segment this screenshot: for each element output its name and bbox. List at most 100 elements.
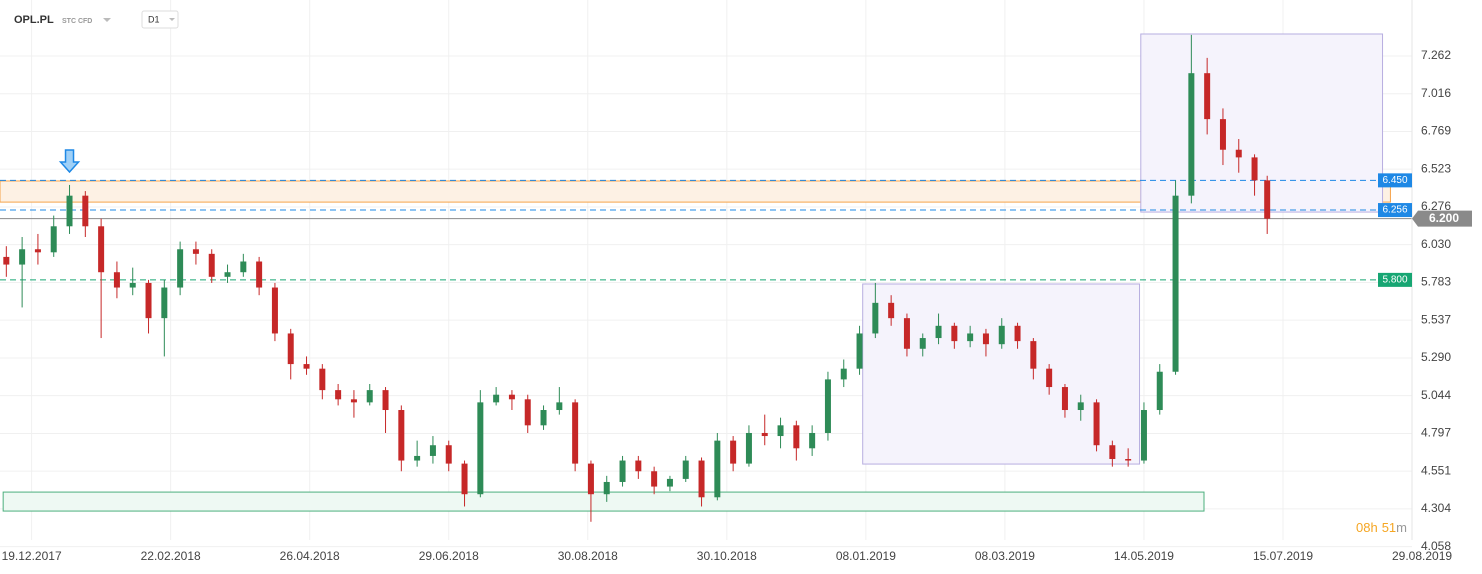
y-tick-label: 4.304 [1421, 501, 1451, 515]
candle-body [556, 402, 563, 411]
last-price-label: 6.200 [1429, 211, 1459, 225]
candle-body [824, 379, 831, 433]
candle-body [1046, 368, 1053, 388]
candle-body [382, 390, 389, 411]
candle-body [335, 390, 342, 400]
candle-body [19, 249, 26, 265]
x-tick-label: 30.08.2018 [558, 549, 618, 563]
candle-body [745, 432, 752, 464]
candle-body [508, 394, 515, 400]
zone [862, 283, 1141, 465]
candle-body [793, 425, 800, 449]
y-tick-label: 4.551 [1421, 463, 1451, 477]
candle-body [1077, 402, 1084, 411]
candle-body [998, 325, 1005, 345]
x-tick-label: 15.07.2019 [1253, 549, 1313, 563]
candle-body [651, 471, 658, 487]
candle-body [1188, 73, 1195, 196]
candle-body [129, 282, 136, 288]
candle-body [856, 333, 863, 369]
candle-body [366, 390, 373, 403]
y-tick-label: 5.783 [1421, 275, 1451, 289]
candle-body [540, 410, 547, 426]
x-tick-label: 08.01.2019 [836, 549, 896, 563]
candle-body [524, 399, 531, 426]
x-tick-label: 22.02.2018 [141, 549, 201, 563]
y-tick-label: 6.030 [1421, 237, 1451, 251]
x-tick-label: 26.04.2018 [280, 549, 340, 563]
candle-body [256, 261, 263, 288]
countdown-hours: 08 [1356, 520, 1370, 535]
candle-body [1030, 341, 1037, 369]
zone [1140, 33, 1384, 213]
countdown: 08h 51m [1356, 520, 1407, 535]
candle-body [445, 445, 452, 464]
candle-body [1125, 459, 1132, 461]
candle-body [177, 249, 184, 288]
candle-body [587, 463, 594, 495]
candle-body [572, 402, 579, 464]
level-label: 5.800 [1382, 275, 1407, 286]
x-tick-label: 19.12.2017 [2, 549, 62, 563]
candle-body [208, 253, 215, 277]
candle-body [967, 333, 974, 342]
interval-box[interactable] [141, 10, 179, 29]
candle-body [1140, 410, 1147, 461]
candle-body [1061, 387, 1068, 411]
signal-arrow [58, 149, 81, 174]
dropdown-caret[interactable] [103, 18, 111, 22]
candle-body [1172, 195, 1179, 372]
candle-body [982, 333, 989, 345]
x-tick-label: 14.05.2019 [1114, 549, 1174, 563]
candle-body [951, 325, 958, 342]
y-tick-label: 6.523 [1421, 161, 1451, 175]
interval-caret [169, 18, 175, 21]
y-tick-label: 5.290 [1421, 350, 1451, 364]
y-tick-label: 5.044 [1421, 388, 1451, 402]
candle-body [161, 287, 168, 319]
candle-body [113, 272, 120, 288]
candle-body [1219, 119, 1226, 150]
level-label: 6.450 [1382, 175, 1407, 186]
candle-body [903, 318, 910, 349]
interval[interactable]: D1 [148, 14, 160, 24]
candle-body [1204, 73, 1211, 120]
candle-body [619, 460, 626, 482]
symbol: OPL.PL [14, 14, 54, 26]
x-tick-label: 08.03.2019 [975, 549, 1035, 563]
candle-body [224, 272, 231, 277]
y-tick-label: 6.769 [1421, 124, 1451, 138]
y-tick-label: 7.262 [1421, 48, 1451, 62]
candle-body [98, 226, 105, 273]
countdown-unit: h [1370, 520, 1377, 535]
candle-body [34, 249, 41, 253]
candle-body [429, 445, 436, 456]
candle-body [303, 364, 310, 369]
countdown-minutes: 51 [1382, 520, 1396, 535]
level-label: 6.256 [1382, 205, 1407, 216]
candle-body [888, 302, 895, 319]
candle-body [919, 338, 926, 349]
candle-body [1109, 445, 1116, 460]
plot-area [0, 33, 1412, 522]
y-tick-label: 5.537 [1421, 312, 1451, 326]
candle-body [698, 460, 705, 498]
candle-body [1014, 325, 1021, 342]
candle-body [493, 394, 500, 403]
candle-body [350, 399, 357, 403]
candle-body [271, 287, 278, 334]
candle-body [761, 432, 768, 437]
candle-body [414, 455, 421, 461]
candle-body [82, 195, 89, 227]
y-tick-label: 4.058 [1421, 539, 1451, 553]
candle-body [840, 368, 847, 380]
candle-body [66, 195, 73, 227]
zone [0, 180, 1391, 203]
candle-body [50, 226, 57, 253]
candle-body [319, 368, 326, 391]
last-price-tag [1412, 210, 1472, 227]
candle-body [635, 460, 642, 472]
candle-body [287, 333, 294, 365]
